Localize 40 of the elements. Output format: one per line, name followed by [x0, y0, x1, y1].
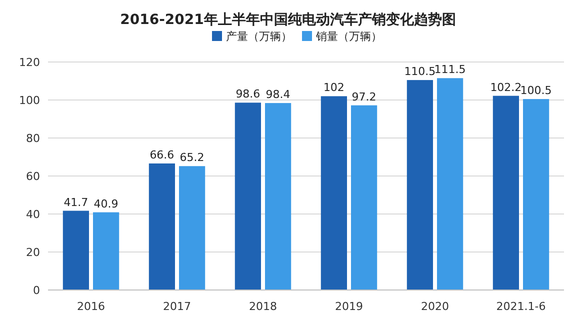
bar	[523, 99, 550, 290]
data-label: 40.9	[94, 197, 118, 210]
x-tick-label: 2020	[421, 300, 449, 313]
x-tick-label: 2019	[335, 300, 363, 313]
legend-label: 销量（万辆）	[315, 30, 382, 43]
bar	[179, 166, 206, 290]
chart-title: 2016-2021年上半年中国纯电动汽车产销变化趋势图	[120, 11, 456, 28]
bar	[93, 212, 120, 290]
y-tick-label: 40	[26, 208, 40, 221]
y-tick-label: 100	[19, 94, 40, 107]
data-label: 65.2	[180, 151, 204, 164]
data-label: 66.6	[150, 148, 174, 162]
bar	[351, 105, 378, 290]
legend-label: 产量（万辆）	[226, 30, 292, 43]
data-label: 111.5	[434, 63, 466, 76]
y-tick-label: 20	[26, 246, 40, 259]
bar	[265, 103, 292, 290]
data-label: 98.6	[236, 88, 260, 101]
bar	[406, 80, 433, 290]
data-label: 110.5	[404, 65, 436, 78]
x-tick-label: 2016	[77, 300, 105, 313]
bar	[437, 78, 464, 290]
x-tick-label: 2017	[163, 300, 191, 313]
data-label: 102.2	[490, 80, 522, 94]
bar	[320, 96, 347, 290]
y-tick-label: 80	[26, 132, 40, 145]
data-label: 98.4	[266, 88, 290, 102]
y-tick-label: 0	[33, 284, 40, 297]
y-tick-label: 120	[19, 56, 40, 69]
bar	[492, 96, 519, 290]
data-label: 102	[323, 81, 344, 94]
bar	[148, 163, 175, 290]
x-tick-label: 2021.1-6	[496, 300, 546, 313]
data-label: 100.5	[520, 84, 552, 98]
x-tick-label: 2018	[249, 300, 277, 313]
data-label: 97.2	[352, 90, 376, 104]
data-label: 41.7	[64, 196, 88, 209]
y-tick-label: 60	[26, 170, 40, 183]
bar	[234, 102, 261, 290]
bar	[62, 210, 89, 290]
